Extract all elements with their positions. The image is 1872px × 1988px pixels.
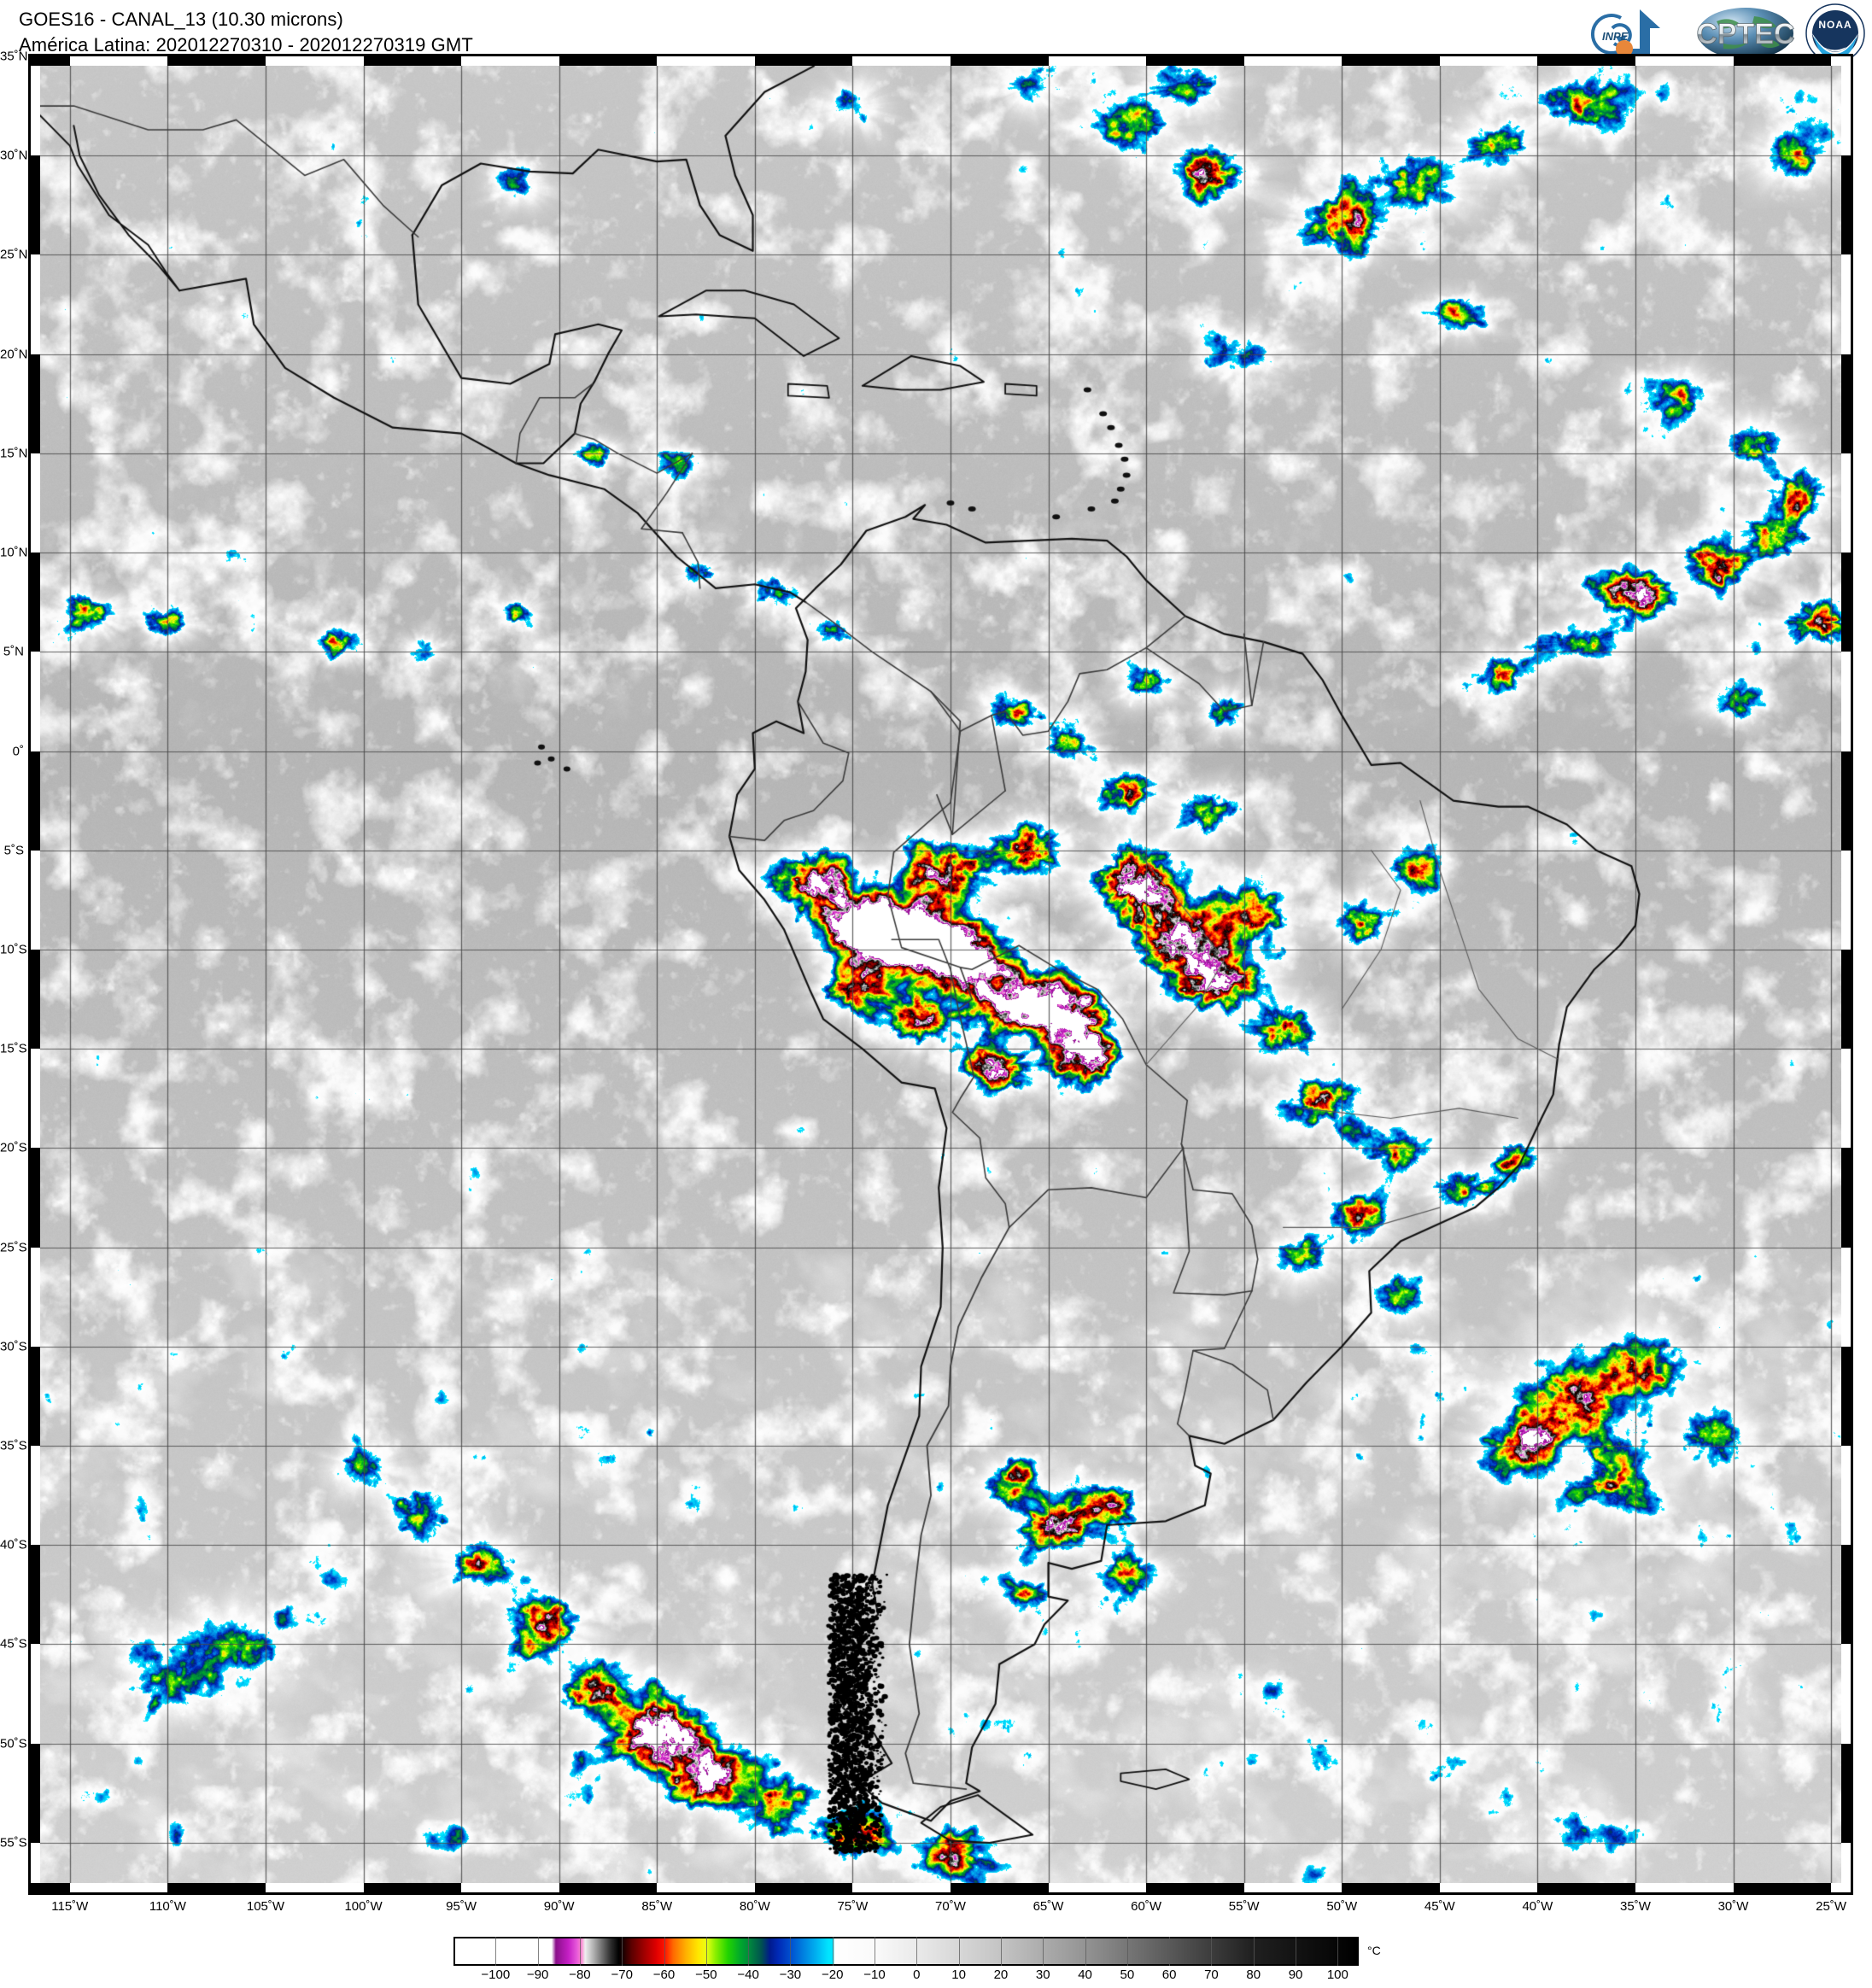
- lat-tick-label: 40˚S: [0, 1537, 27, 1552]
- lat-tick-label: 5˚N: [3, 644, 24, 659]
- lat-tick-label: 15˚S: [0, 1041, 27, 1056]
- lon-tick-label: 100˚W: [344, 1899, 383, 1914]
- colorbar-tick-label: 40: [1078, 1968, 1092, 1982]
- colorbar-tick-label: 50: [1120, 1968, 1135, 1982]
- lat-tick-label: 15˚N: [0, 446, 28, 461]
- lon-tick-label: 80˚W: [739, 1899, 770, 1914]
- colorbar-tick-label: −50: [695, 1968, 717, 1982]
- lat-tick-label: 55˚S: [0, 1835, 27, 1851]
- colorbar-tick-label: −80: [569, 1968, 591, 1982]
- cptec-logo: CPTEC: [1696, 8, 1795, 59]
- inpe-arrow: [1621, 9, 1660, 59]
- colorbar-tick-label: −30: [779, 1968, 802, 1982]
- satellite-map[interactable]: [28, 54, 1853, 1895]
- colorbar-tick-label: 10: [951, 1968, 966, 1982]
- lat-tick-label: 35˚S: [0, 1438, 27, 1453]
- colorbar-tick-label: 20: [993, 1968, 1009, 1982]
- colorbar: −100 −90 −80 −70 −60 −50 −40 −30 −20 −10 0 10 20 30 40…: [0, 1932, 1872, 1988]
- page-subtitle: América Latina: 202012270310 - 202012270…: [19, 33, 473, 56]
- inpe-logo-text: INPE: [1602, 30, 1629, 43]
- colorbar-tick-label: 70: [1204, 1968, 1219, 1982]
- colorbar-tick-label: −90: [526, 1968, 549, 1982]
- colorbar-tick-label: −70: [611, 1968, 633, 1982]
- colorbar-tick-label: 90: [1288, 1968, 1303, 1982]
- lon-tick-label: 60˚W: [1131, 1899, 1162, 1914]
- satellite-imagery-canvas[interactable]: [31, 56, 1851, 1892]
- lat-tick-label: 20˚S: [0, 1140, 27, 1155]
- header: GOES16 - CANAL_13 (10.30 microns) Améric…: [0, 0, 1872, 63]
- cptec-logo-text: CPTEC: [1696, 18, 1794, 50]
- page-title: GOES16 - CANAL_13 (10.30 microns): [19, 9, 343, 30]
- colorbar-tick-label: −60: [652, 1968, 676, 1982]
- colorbar-labels: −100 −90 −80 −70 −60 −50 −40 −30 −20 −10 0 10 20 30 40…: [453, 1968, 1359, 1988]
- lon-tick-label: 40˚W: [1522, 1899, 1553, 1914]
- lon-tick-label: 75˚W: [837, 1899, 869, 1914]
- colorbar-box: [453, 1937, 1359, 1966]
- lon-tick-label: 50˚W: [1326, 1899, 1358, 1914]
- map-frame: [28, 54, 1853, 1895]
- lat-tick-label: 10˚N: [0, 545, 28, 560]
- noaa-logo: NOAA: [1805, 3, 1865, 63]
- lon-tick-label: 85˚W: [641, 1899, 673, 1914]
- lat-tick-label: 30˚S: [0, 1339, 27, 1354]
- colorbar-gradient: [455, 1938, 1357, 1964]
- colorbar-unit-label: °C: [1367, 1944, 1381, 1957]
- lat-tick-label: 10˚S: [0, 942, 27, 957]
- noaa-logo-text: NOAA: [1818, 19, 1852, 31]
- colorbar-tick-label: −20: [821, 1968, 844, 1982]
- inpe-logo: INPE: [1590, 9, 1660, 59]
- lon-tick-label: 65˚W: [1033, 1899, 1064, 1914]
- lon-tick-label: 55˚W: [1228, 1899, 1260, 1914]
- colorbar-tick-label: 60: [1161, 1968, 1177, 1982]
- lat-tick-label: 50˚S: [0, 1736, 27, 1751]
- colorbar-tick-label: −40: [737, 1968, 759, 1982]
- lon-tick-label: 95˚W: [446, 1899, 477, 1914]
- colorbar-tick-label: −10: [863, 1968, 886, 1982]
- lat-tick-label: 25˚S: [0, 1240, 27, 1255]
- colorbar-tick-label: 100: [1326, 1968, 1348, 1982]
- lon-tick-label: 45˚W: [1424, 1899, 1455, 1914]
- lon-tick-label: 105˚W: [246, 1899, 285, 1914]
- lat-tick-label: 45˚S: [0, 1636, 27, 1652]
- lon-tick-label: 35˚W: [1620, 1899, 1651, 1914]
- title-block: GOES16 - CANAL_13 (10.30 microns) Améric…: [19, 7, 473, 57]
- lon-tick-label: 25˚W: [1816, 1899, 1846, 1914]
- lon-tick-label: 110˚W: [149, 1899, 186, 1914]
- lon-tick-label: 115˚W: [51, 1899, 89, 1914]
- lon-tick-label: 70˚W: [935, 1899, 966, 1914]
- colorbar-tick-label: 30: [1035, 1968, 1050, 1982]
- lat-tick-label: 0˚: [12, 744, 24, 758]
- lat-tick-label: 30˚N: [0, 148, 28, 163]
- inpe-dot: [1616, 40, 1633, 57]
- lat-tick-label: 25˚N: [0, 247, 28, 262]
- longitude-axis: 115˚W 110˚W 105˚W 100˚W 95˚W 90˚W 85˚W 80˚W 75˚W…: [0, 1899, 1872, 1925]
- colorbar-tick-label: 0: [913, 1968, 921, 1982]
- logo-group: INPE: [1587, 2, 1869, 65]
- lat-tick-label: 5˚S: [3, 843, 24, 858]
- lon-tick-label: 90˚W: [543, 1899, 575, 1914]
- lat-tick-label: 20˚N: [0, 347, 28, 362]
- colorbar-tick-label: −100: [481, 1968, 511, 1982]
- colorbar-tick-label: 80: [1246, 1968, 1261, 1982]
- lon-tick-label: 30˚W: [1717, 1899, 1749, 1914]
